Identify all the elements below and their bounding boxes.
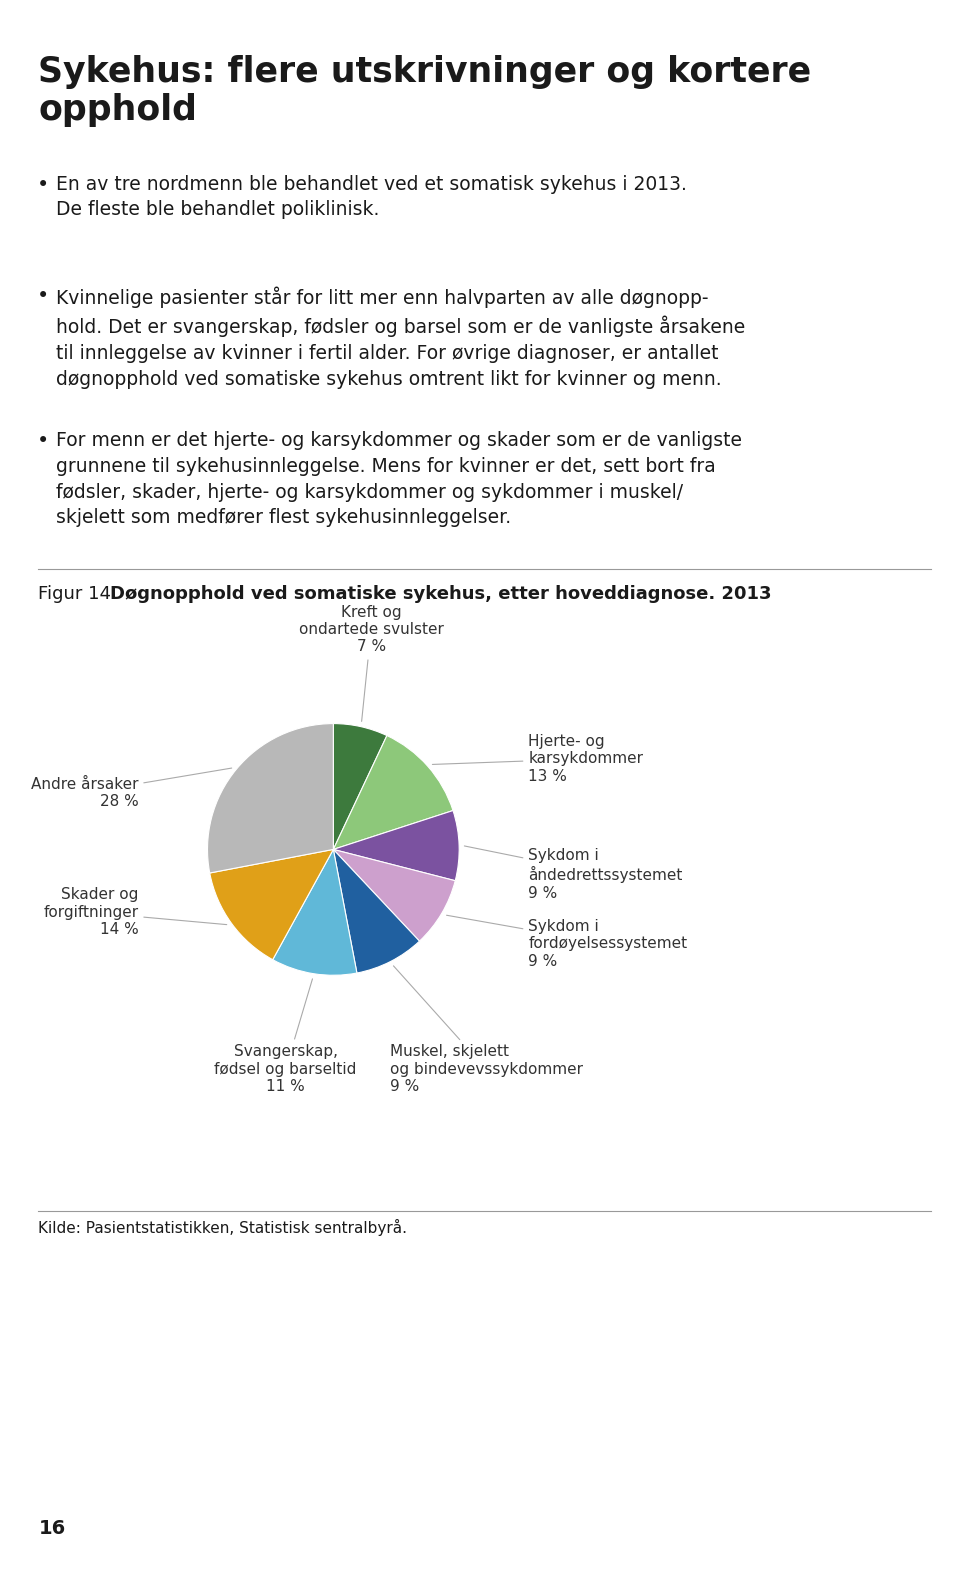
Text: For menn er det hjerte- og karsykdommer og skader som er de vanligste
grunnene t: For menn er det hjerte- og karsykdommer …	[56, 431, 742, 527]
Wedge shape	[333, 810, 459, 881]
Wedge shape	[273, 849, 357, 975]
Text: En av tre nordmenn ble behandlet ved et somatisk sykehus i 2013.
De fleste ble b: En av tre nordmenn ble behandlet ved et …	[56, 175, 686, 219]
Text: •: •	[36, 286, 49, 307]
Text: Sykdom i
åndedrettssystemet
9 %: Sykdom i åndedrettssystemet 9 %	[465, 846, 683, 901]
Wedge shape	[333, 849, 455, 941]
Text: Kvinnelige pasienter står for litt mer enn halvparten av alle døgnopp-
hold. Det: Kvinnelige pasienter står for litt mer e…	[56, 286, 745, 389]
Text: Hjerte- og
karsykdommer
13 %: Hjerte- og karsykdommer 13 %	[432, 735, 643, 783]
Wedge shape	[209, 849, 333, 960]
Text: Kreft og
ondartede svulster
7 %: Kreft og ondartede svulster 7 %	[299, 604, 444, 722]
Text: Figur 14.: Figur 14.	[38, 585, 117, 602]
Wedge shape	[207, 724, 333, 873]
Text: Sykehus: flere utskrivninger og kortere
opphold: Sykehus: flere utskrivninger og kortere …	[38, 55, 811, 127]
Wedge shape	[333, 724, 387, 849]
Wedge shape	[333, 736, 453, 849]
Text: Kilde: Pasientstatistikken, Statistisk sentralbyrå.: Kilde: Pasientstatistikken, Statistisk s…	[38, 1219, 407, 1236]
Text: •: •	[36, 431, 49, 451]
Text: Sykdom i
fordøyelsessystemet
9 %: Sykdom i fordøyelsessystemet 9 %	[446, 915, 687, 969]
Text: Skader og
forgiftninger
14 %: Skader og forgiftninger 14 %	[43, 887, 227, 938]
Text: Andre årsaker
28 %: Andre årsaker 28 %	[31, 768, 231, 809]
Text: Svangerskap,
fødsel og barseltid
11 %: Svangerskap, fødsel og barseltid 11 %	[214, 978, 357, 1095]
Text: Døgnopphold ved somatiske sykehus, etter hoveddiagnose. 2013: Døgnopphold ved somatiske sykehus, etter…	[110, 585, 772, 602]
Text: Muskel, skjelett
og bindevevssykdommer
9 %: Muskel, skjelett og bindevevssykdommer 9…	[390, 966, 583, 1095]
Text: 16: 16	[38, 1520, 65, 1538]
Wedge shape	[333, 849, 420, 974]
Text: •: •	[36, 175, 49, 195]
